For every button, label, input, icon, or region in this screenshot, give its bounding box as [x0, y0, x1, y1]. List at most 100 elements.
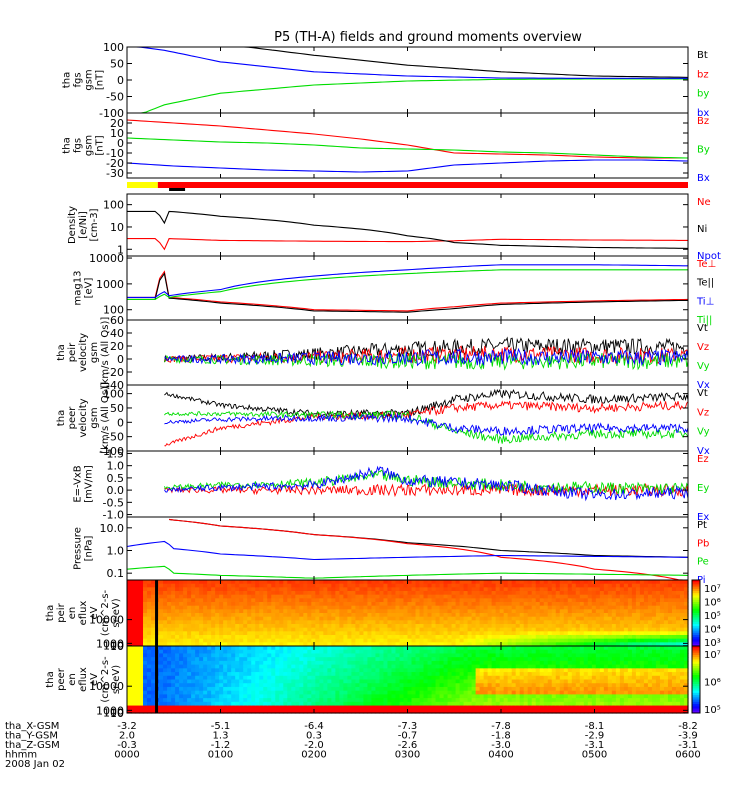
spectrogram-cell — [439, 583, 445, 588]
spectrogram-cell — [287, 686, 292, 692]
spectrogram-cell — [467, 690, 473, 695]
spectrogram-cell — [483, 672, 489, 677]
spectrogram-cell — [307, 594, 312, 599]
y-axis-label-line: tha — [56, 410, 67, 426]
spectrogram-cell — [403, 705, 409, 710]
spectrogram-cell — [611, 642, 617, 647]
spectrogram-cell — [495, 616, 501, 621]
spectrogram-cell — [647, 624, 653, 629]
spectrogram-cell — [231, 594, 236, 599]
spectrogram-cell — [219, 679, 224, 684]
spectrogram-cell — [379, 657, 385, 662]
spectrogram-cell — [327, 580, 332, 585]
spectrogram-cell — [555, 620, 561, 625]
spectrogram-cell — [179, 631, 184, 636]
spectrogram-cell — [371, 620, 377, 625]
spectrogram-cell — [303, 624, 308, 629]
spectrogram-cell — [483, 675, 489, 681]
spectrogram-cell — [439, 664, 445, 669]
spectrogram-cell — [491, 679, 497, 684]
spectrogram-cell — [511, 591, 517, 596]
spectrogram-cell — [279, 587, 284, 592]
spectrogram-cell — [471, 624, 477, 629]
spectrogram-cell — [379, 580, 385, 585]
spectrogram-cell — [523, 705, 529, 710]
spectrogram-cell — [423, 690, 429, 695]
spectrogram-cell — [499, 613, 505, 618]
spectrogram-cell — [271, 602, 276, 607]
spectrogram-cell — [279, 631, 284, 636]
spectrogram-cell — [239, 620, 244, 625]
spectrogram-cell — [515, 616, 521, 621]
spectrogram-cell — [231, 694, 236, 699]
spectrogram-cell — [415, 694, 421, 699]
spectrogram-cell — [611, 624, 617, 629]
spectrogram-cell — [187, 591, 192, 596]
spectrogram-cell — [575, 683, 581, 688]
spectrogram-cell — [267, 672, 272, 677]
spectrogram-cell — [407, 701, 413, 707]
spectrogram-cell — [403, 605, 409, 610]
spectrogram-cell — [415, 672, 421, 677]
spectrogram-cell — [375, 672, 381, 677]
spectrogram-cell — [403, 672, 409, 677]
spectrogram-cell — [147, 594, 152, 599]
spectrogram-cell — [315, 591, 320, 596]
spectrogram-cell — [611, 613, 617, 618]
spectrogram-cell — [259, 664, 264, 669]
spectrogram-cell — [559, 657, 565, 662]
spectrogram-cell — [379, 602, 385, 607]
spectrogram-cell — [131, 631, 136, 636]
spectrogram-cell — [447, 657, 453, 662]
y-tick-label: 10 — [110, 221, 124, 234]
spectrogram-cell — [367, 701, 373, 707]
spectrogram-cell — [307, 580, 312, 585]
spectrogram-cell — [371, 668, 377, 673]
y-tick-label: 10 — [110, 640, 124, 653]
spectrogram-cell — [287, 638, 292, 643]
spectrogram-cell — [631, 613, 637, 618]
spectrogram-cell — [403, 701, 409, 707]
spectrogram-cell — [283, 679, 288, 684]
spectrogram-cell — [291, 657, 296, 662]
spectrogram-cell — [563, 631, 569, 636]
spectrogram-cell — [151, 642, 156, 647]
spectrogram-cell — [319, 701, 324, 707]
y-axis-label-line: eV — [89, 606, 100, 619]
legend-label-bz: bz — [697, 69, 709, 80]
spectrogram-cell — [331, 694, 336, 699]
spectrogram-cell — [427, 642, 433, 647]
spectrogram-cell — [351, 690, 357, 695]
spectrogram-cell — [355, 653, 361, 658]
spectrogram-cell — [431, 638, 437, 643]
spectrogram-cell — [211, 598, 216, 603]
spectrogram-cell — [323, 646, 328, 651]
spectrogram-cell — [451, 649, 457, 655]
spectrogram-cell — [371, 583, 377, 588]
spectrogram-cell — [359, 609, 365, 614]
spectrogram-cell — [519, 664, 525, 669]
spectrogram-cell — [243, 609, 248, 614]
spectrogram-cell — [251, 649, 256, 655]
spectrogram-cell — [319, 649, 324, 655]
spectrogram-cell — [163, 642, 168, 647]
spectrogram-cell — [551, 686, 557, 692]
spectrogram-cell — [407, 668, 413, 673]
spectrogram-cell — [531, 705, 537, 710]
spectrogram-cell — [135, 660, 140, 666]
spectrogram-cell — [211, 624, 216, 629]
spectrogram-cell — [355, 638, 361, 643]
spectrogram-cell — [627, 605, 633, 610]
spectrogram-cell — [239, 613, 244, 618]
spectrogram-cell — [383, 594, 389, 599]
spectrogram-cell — [467, 709, 473, 714]
spectrogram-cell — [531, 620, 537, 625]
spectrogram-cell — [131, 690, 136, 695]
spectrogram-cell — [187, 657, 192, 662]
spectrogram-cell — [451, 631, 457, 636]
spectrogram-cell — [299, 672, 304, 677]
spectrogram-cell — [231, 657, 236, 662]
spectrogram-cell — [127, 616, 132, 621]
